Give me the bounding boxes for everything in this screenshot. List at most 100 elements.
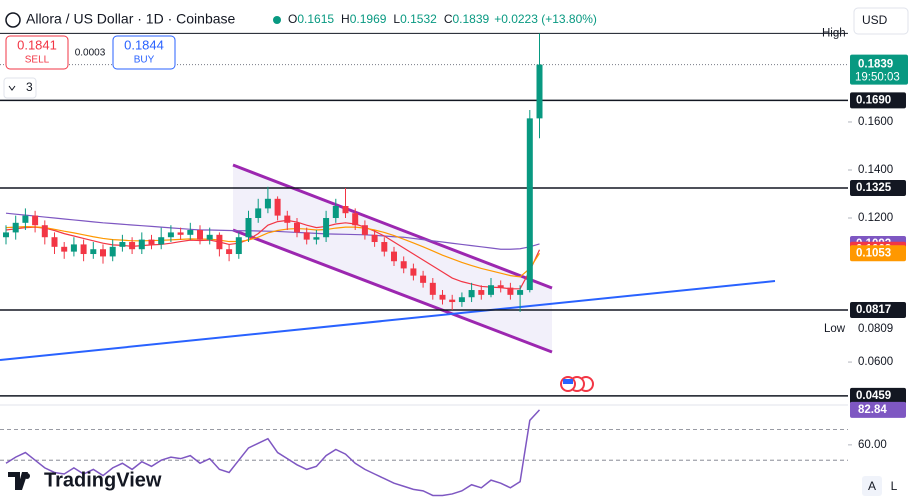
candle-body	[41, 225, 48, 238]
candle-body	[70, 244, 77, 252]
symbol-title: Allora / US Dollar · 1D · Coinbase	[26, 11, 236, 27]
candle-body	[332, 206, 339, 219]
candle-body	[313, 237, 320, 240]
rsi-label: 82.84	[858, 404, 887, 416]
candle-body	[488, 285, 494, 295]
ohlc-value: 0.1615	[297, 12, 334, 26]
scale-button-label: A	[868, 479, 876, 493]
candle-body	[216, 234, 223, 250]
candle-body	[536, 64, 543, 119]
candle-body	[381, 242, 388, 252]
candle-body	[449, 299, 456, 303]
candle-body	[255, 208, 262, 219]
currency-button[interactable]	[853, 7, 909, 35]
candle-body	[352, 213, 359, 226]
candle-body	[32, 215, 39, 226]
scale-button-label: L	[891, 479, 898, 493]
candle-body	[61, 246, 68, 252]
candle-body	[468, 290, 475, 298]
y-tick-label: 0.1200	[858, 212, 893, 224]
ohlc-key: O	[288, 12, 297, 26]
candle-body	[517, 290, 524, 295]
candle-body	[458, 297, 465, 303]
channel-upper	[232, 163, 553, 290]
level-label-box	[850, 92, 906, 109]
ohlc-header: O0.1615 H0.1969 L0.1532 C0.1839 +0.0223 (+13…	[288, 12, 597, 26]
candle-body	[3, 232, 9, 238]
candle-body	[177, 232, 184, 235]
candle-body	[235, 237, 242, 255]
buy-button[interactable]	[112, 35, 176, 70]
ohlc-value: 0.1532	[400, 12, 437, 26]
candle-body	[410, 268, 417, 276]
candle-body	[109, 246, 116, 257]
indicators-toggle[interactable]	[3, 77, 37, 99]
candle-body	[303, 232, 310, 240]
buy-price: 0.1844	[124, 37, 164, 52]
candle-body	[478, 290, 485, 295]
currency: USD	[862, 13, 888, 27]
rsi-tick-label: 60.00	[858, 439, 887, 451]
rsi-label-box	[850, 401, 906, 418]
channel-lower	[232, 228, 553, 354]
plot-area: 0.1600 0.1400 0.1200 0.0600 0.1690 0.1325 0.08…	[0, 27, 908, 497]
rsi-line	[5, 409, 541, 497]
ma-label-box	[850, 245, 906, 262]
candle-body	[119, 242, 126, 247]
y-tick-label: 0.0600	[858, 356, 893, 368]
candle-body	[342, 206, 349, 214]
indicators-count: 3	[26, 80, 33, 94]
level-label: 0.0817	[856, 304, 891, 316]
ohlc-key: L	[393, 12, 400, 26]
candle-body	[129, 242, 136, 250]
candle-body	[391, 251, 397, 262]
candle-body	[100, 249, 106, 257]
candle-body	[361, 225, 368, 235]
candle-body	[245, 218, 252, 238]
candle-body	[420, 275, 427, 283]
y-tick-label: 0.1400	[858, 164, 893, 176]
candle-body	[507, 287, 514, 295]
candle-body	[167, 232, 174, 238]
sell-price: 0.1841	[17, 37, 57, 52]
sell-button[interactable]	[5, 35, 69, 70]
candle-body	[323, 218, 330, 238]
candle-body	[439, 294, 446, 300]
candle-body	[526, 118, 533, 291]
chevron	[8, 85, 16, 91]
candle-body	[264, 198, 271, 209]
ohlc-change: +0.0223 (+13.80%)	[494, 12, 597, 26]
candle-body	[429, 282, 436, 295]
candle-body	[51, 237, 58, 247]
ohlc-key: C	[444, 12, 453, 26]
candle-body	[138, 239, 145, 250]
level-label: 0.1325	[856, 182, 892, 194]
candle-body	[371, 234, 378, 243]
symbol-icon	[5, 12, 21, 28]
ohlc-value: 0.1839	[452, 12, 489, 26]
candle-body	[226, 249, 233, 255]
high-label: High	[822, 27, 846, 39]
trendline	[0, 280, 776, 361]
auto-scale-button[interactable]	[862, 476, 882, 496]
spread: 0.0003	[75, 48, 106, 59]
sell-label: SELL	[25, 55, 50, 66]
level-label: 0.1690	[856, 94, 891, 106]
low-label: 0.0809	[858, 323, 893, 335]
candle-body	[12, 222, 19, 233]
candle-body	[80, 244, 87, 255]
ohlc-value: 0.1969	[350, 12, 387, 26]
candle-body	[187, 230, 194, 235]
moving-average	[5, 226, 541, 278]
candle-body	[158, 237, 165, 245]
ma-label: 0.1053	[856, 247, 891, 259]
candle-body	[284, 215, 291, 223]
brand: TradingView	[44, 469, 162, 491]
candle-body	[90, 249, 97, 255]
candle-body	[148, 239, 155, 245]
candle-body	[274, 198, 281, 216]
level-label-box	[850, 301, 906, 318]
level-label: 0.0459	[856, 390, 891, 402]
